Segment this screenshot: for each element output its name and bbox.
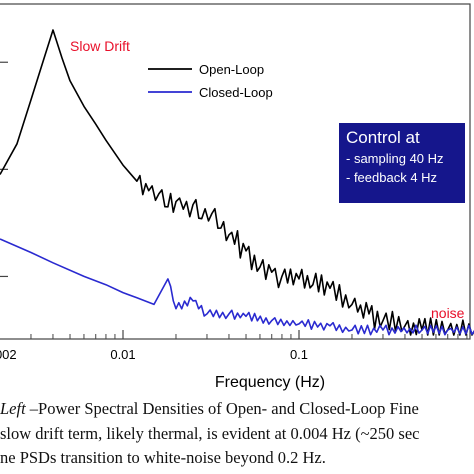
caption-line-2: slow drift term, likely thermal, is evid… bbox=[0, 423, 420, 443]
caption-line-1-text: –Power Spectral Densities of Open- and C… bbox=[25, 399, 419, 418]
x-tick-label-0.01: 0.01 bbox=[110, 347, 135, 362]
legend: Open-Loop Closed-Loop bbox=[148, 62, 273, 100]
control-box-item-sampling: - sampling 40 Hz bbox=[346, 151, 444, 166]
x-tick-label-0.1: 0.1 bbox=[290, 347, 308, 362]
caption-line-3: ne PSDs transition to white-noise beyond… bbox=[0, 448, 326, 467]
legend-label-open-loop: Open-Loop bbox=[199, 62, 264, 77]
series-open-loop-line bbox=[0, 29, 474, 336]
legend-label-closed-loop: Closed-Loop bbox=[199, 85, 273, 100]
figure-caption: Left –Power Spectral Densities of Open- … bbox=[0, 397, 474, 471]
control-box-item-feedback: - feedback 4 Hz bbox=[346, 170, 438, 185]
noise-annotation: noise bbox=[431, 305, 465, 321]
control-box-title: Control at bbox=[346, 128, 420, 147]
caption-left-word: Left bbox=[0, 399, 26, 418]
x-tick-label-partial: .002 bbox=[0, 347, 17, 362]
caption-line-1: Left –Power Spectral Densities of Open- … bbox=[0, 397, 474, 422]
control-info-box: Control at - sampling 40 Hz - feedback 4… bbox=[339, 123, 465, 203]
major-ticks bbox=[0, 61, 300, 339]
x-tick-labels: .002 0.01 0.1 bbox=[0, 347, 308, 362]
series-closed-loop-line bbox=[0, 238, 474, 336]
minor-ticks bbox=[30, 334, 468, 339]
slow-drift-annotation: Slow Drift bbox=[70, 38, 130, 54]
x-axis-label: Frequency (Hz) bbox=[215, 374, 325, 391]
